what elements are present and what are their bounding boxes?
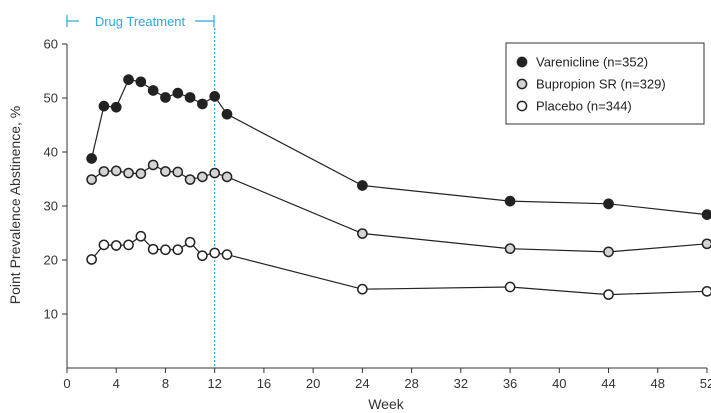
legend-label: Varenicline (n=352)	[536, 55, 648, 70]
x-tick-label: 32	[454, 376, 468, 391]
data-point	[135, 168, 147, 179]
data-point	[98, 166, 110, 177]
y-axis-label: Point Prevalence Abstinence, %	[7, 106, 23, 304]
data-point	[184, 236, 196, 248]
data-point	[110, 165, 122, 177]
data-point	[184, 174, 196, 185]
y-tick-label: 40	[44, 145, 58, 160]
x-tick-label: 44	[601, 376, 615, 391]
y-tick-label: 20	[44, 253, 58, 268]
legend-marker	[516, 56, 528, 68]
x-tick-label: 36	[503, 376, 517, 391]
y-axis-ticks: 10 20 30 40 50 60	[44, 37, 67, 322]
data-point	[123, 239, 134, 251]
data-point	[701, 209, 711, 220]
data-point	[197, 98, 208, 110]
y-tick-label: 60	[44, 37, 58, 52]
data-point	[504, 243, 516, 255]
series-layer	[86, 74, 711, 300]
legend: Varenicline (n=352) Bupropion SR (n=329) P…	[505, 42, 705, 125]
x-tick-label: 24	[355, 376, 369, 391]
data-point	[184, 92, 196, 103]
data-point	[86, 254, 97, 265]
data-point	[357, 283, 368, 295]
x-tick-label: 4	[113, 376, 120, 391]
data-point	[135, 230, 147, 242]
series-group	[86, 74, 711, 220]
data-point	[147, 243, 159, 255]
series-line	[91, 235, 708, 296]
series-group	[86, 230, 711, 300]
x-tick-label: 20	[306, 376, 320, 391]
data-point	[701, 238, 711, 250]
data-point	[504, 281, 516, 293]
series-line	[91, 164, 708, 253]
data-point	[86, 153, 97, 164]
y-tick-label: 50	[44, 91, 58, 106]
y-tick-label: 10	[44, 307, 58, 322]
x-tick-label: 16	[257, 376, 271, 391]
data-point	[172, 166, 184, 178]
x-axis-ticks: 0 4 8 12 16 20 24 28 32 36 40 44 48 52	[63, 368, 711, 391]
data-point	[357, 228, 368, 239]
legend-box	[505, 42, 705, 125]
data-point	[504, 195, 516, 207]
data-point	[357, 180, 368, 191]
data-point	[98, 100, 110, 112]
data-point	[603, 198, 614, 210]
data-point	[135, 76, 147, 88]
data-point	[221, 171, 233, 183]
data-point	[209, 247, 221, 259]
data-point	[172, 244, 184, 256]
data-point	[98, 239, 110, 251]
data-point	[86, 174, 97, 185]
data-point	[603, 246, 614, 258]
data-point	[147, 85, 159, 96]
data-point	[197, 250, 208, 262]
legend-marker	[516, 78, 528, 90]
legend-label: Bupropion SR (n=329)	[536, 77, 666, 92]
x-tick-label: 40	[552, 376, 566, 391]
x-axis-label: Week	[368, 396, 405, 412]
data-point	[221, 108, 233, 120]
data-point	[110, 101, 122, 113]
x-tick-label: 52	[700, 376, 711, 391]
drug-treatment-annotation: Drug Treatment	[66, 14, 215, 29]
x-tick-label: 8	[162, 376, 169, 391]
data-point	[123, 74, 134, 85]
data-point	[172, 87, 184, 99]
legend-items: Varenicline (n=352) Bupropion SR (n=329) P…	[516, 55, 666, 114]
data-point	[209, 91, 221, 102]
x-tick-label: 12	[207, 376, 221, 391]
data-point	[701, 285, 711, 297]
data-point	[160, 166, 171, 177]
x-tick-label: 0	[63, 376, 70, 391]
data-point	[209, 167, 221, 179]
legend-marker	[516, 100, 528, 112]
data-point	[123, 167, 134, 179]
y-tick-label: 30	[44, 199, 58, 214]
data-point	[221, 249, 233, 260]
series-group	[86, 159, 711, 258]
data-point	[160, 244, 171, 256]
x-tick-label: 28	[404, 376, 418, 391]
data-point	[110, 240, 122, 251]
data-point	[160, 92, 171, 103]
data-point	[603, 289, 614, 300]
annotation-label: Drug Treatment	[95, 14, 186, 29]
x-tick-label: 48	[651, 376, 665, 391]
series-line	[91, 78, 708, 216]
data-point	[147, 159, 159, 171]
data-point	[197, 171, 208, 183]
legend-label: Placebo (n=344)	[536, 99, 632, 114]
